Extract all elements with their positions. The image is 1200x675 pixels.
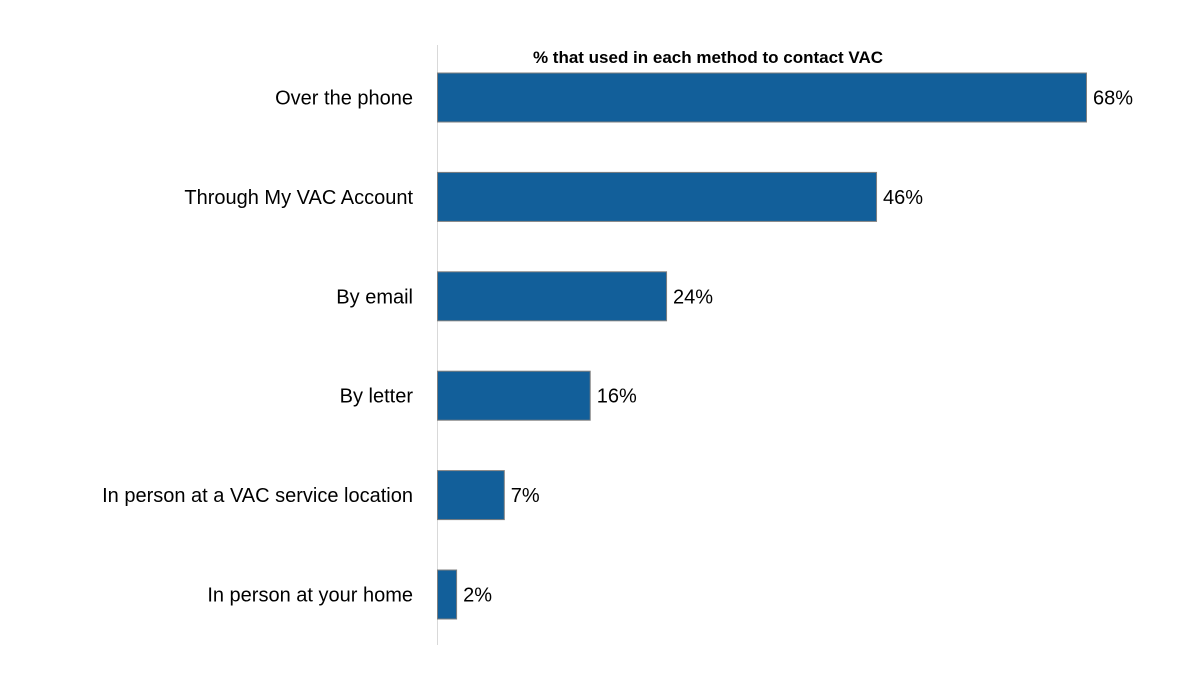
category-label: In person at a VAC service location — [102, 485, 413, 507]
bar — [437, 72, 1087, 123]
bar — [437, 370, 591, 421]
category-label: Through My VAC Account — [184, 187, 413, 209]
data-label: 24% — [673, 286, 713, 308]
bar — [437, 171, 878, 222]
category-label: By email — [336, 286, 413, 308]
bar — [437, 271, 668, 322]
data-label: 2% — [463, 585, 492, 607]
data-label: 68% — [1093, 88, 1133, 110]
data-label: 7% — [511, 485, 540, 507]
data-label: 46% — [883, 187, 923, 209]
bar — [437, 470, 505, 521]
category-label: By letter — [340, 386, 414, 408]
category-label: In person at your home — [207, 585, 413, 607]
bar — [437, 569, 458, 620]
category-label: Over the phone — [275, 88, 413, 110]
data-label: 16% — [597, 386, 637, 408]
chart-title: % that used in each method to contact VA… — [533, 48, 883, 67]
